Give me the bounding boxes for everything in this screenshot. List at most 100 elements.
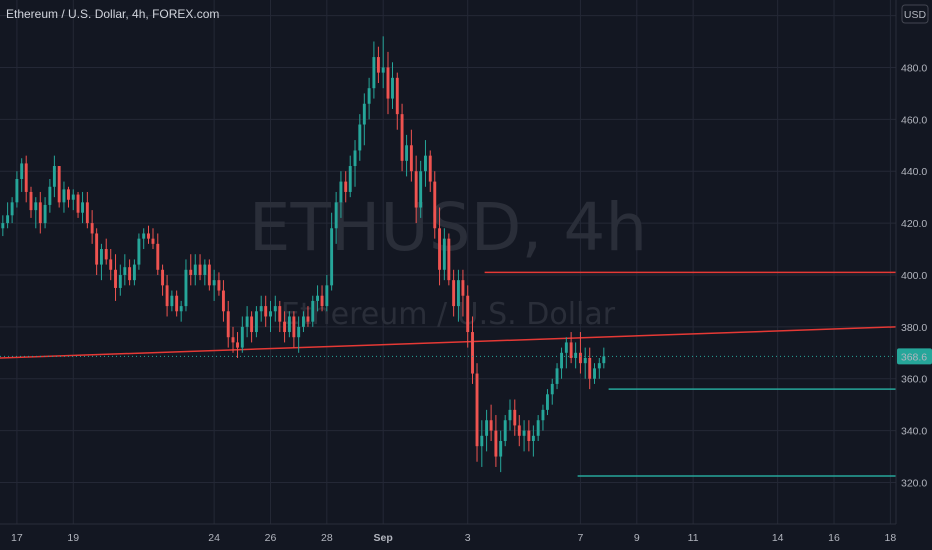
candle xyxy=(419,160,423,218)
candle-body xyxy=(334,202,338,229)
time-tick-label: 28 xyxy=(321,532,333,544)
candle-body xyxy=(273,306,277,312)
trendline[interactable] xyxy=(0,326,897,359)
time-tick-label: 16 xyxy=(828,532,840,544)
candle xyxy=(499,430,503,473)
candle xyxy=(376,46,380,84)
candle-body xyxy=(203,264,207,275)
candle-body xyxy=(517,425,521,436)
candle xyxy=(391,62,394,109)
candle-body xyxy=(424,155,427,172)
candle xyxy=(381,36,385,89)
candle xyxy=(128,259,132,286)
price-tick-label: 400.0 xyxy=(901,270,927,282)
candle-body xyxy=(362,103,366,125)
last-price-tag: 368.6 xyxy=(897,348,932,365)
candle xyxy=(269,300,272,333)
candle-body xyxy=(29,191,33,211)
candle-body xyxy=(292,316,296,338)
candle xyxy=(62,181,66,213)
candle xyxy=(471,316,474,384)
candle-body xyxy=(348,166,352,192)
candle-body xyxy=(475,373,479,447)
candle xyxy=(151,228,155,250)
candle xyxy=(428,150,432,192)
candle xyxy=(424,140,427,187)
candle xyxy=(386,51,390,115)
candle xyxy=(273,295,277,322)
candle-body xyxy=(339,181,343,203)
last-price-label: 368.6 xyxy=(901,351,927,363)
candle-body xyxy=(442,238,446,270)
candle-body xyxy=(198,264,202,275)
candle-body xyxy=(569,342,573,358)
trendlines[interactable] xyxy=(0,271,897,477)
candle-body xyxy=(6,215,10,224)
candle xyxy=(433,171,437,239)
candle xyxy=(297,316,301,353)
currency-label: USD xyxy=(904,9,927,21)
candle-body xyxy=(34,202,38,211)
price-axis-bg[interactable] xyxy=(896,0,932,550)
candle xyxy=(142,228,146,250)
candle-body xyxy=(555,368,559,384)
price-tick-label: 460.0 xyxy=(901,114,927,126)
candle xyxy=(236,332,239,358)
candle xyxy=(43,197,47,229)
candle xyxy=(569,332,573,364)
candle-body xyxy=(221,290,225,312)
candle xyxy=(546,389,549,416)
candle xyxy=(170,290,174,312)
candle-body xyxy=(212,280,216,286)
watermark: ETHUSD, 4h Ethereum / U.S. Dollar xyxy=(249,189,647,332)
candle xyxy=(1,215,5,237)
candle xyxy=(564,337,568,369)
time-tick-label: 17 xyxy=(11,532,23,544)
candle xyxy=(409,129,413,182)
price-tick-label: 420.0 xyxy=(901,218,927,230)
candle xyxy=(24,155,28,203)
candle-body xyxy=(240,326,244,348)
candle-body xyxy=(325,285,329,307)
currency-button-box[interactable] xyxy=(901,4,929,24)
time-tick-label: 7 xyxy=(578,532,584,544)
candle xyxy=(578,332,582,374)
candle xyxy=(456,269,460,322)
candle-body xyxy=(550,383,554,395)
candle xyxy=(503,415,507,447)
candle-body xyxy=(123,267,127,275)
currency-button[interactable]: USD xyxy=(901,4,929,24)
candle xyxy=(20,158,24,192)
candle-body xyxy=(602,356,606,364)
candle xyxy=(372,41,376,99)
grid-lines xyxy=(0,0,896,524)
candle xyxy=(555,363,559,390)
time-tick-label: 18 xyxy=(885,532,897,544)
candle-body xyxy=(184,269,188,307)
candle xyxy=(81,191,85,224)
candle-body xyxy=(287,316,291,333)
candle-body xyxy=(217,280,221,291)
candle-body xyxy=(85,202,89,224)
candle-body xyxy=(24,163,28,192)
time-axis-bg[interactable] xyxy=(0,524,932,550)
candle-body xyxy=(583,357,587,364)
candle-body xyxy=(522,430,526,436)
candle-body xyxy=(466,295,470,333)
candle xyxy=(226,300,230,348)
candle xyxy=(513,399,517,436)
chart-title: Ethereum / U.S. Dollar, 4h, FOREX.com xyxy=(6,7,219,21)
candle-body xyxy=(471,332,474,374)
candle-body xyxy=(400,114,404,161)
time-axis[interactable]: 17 19 24 26 28 Sep 3 7 9 11 14 16 18 xyxy=(11,532,896,544)
candle xyxy=(344,171,348,203)
candle-body xyxy=(156,243,160,270)
candle xyxy=(231,326,235,353)
candle-body xyxy=(161,269,165,286)
candle-body xyxy=(499,440,503,457)
price-axis[interactable]: 320.0 340.0 360.0 380.0 400.0 420.0 440.0 460.0… xyxy=(901,11,927,490)
candle xyxy=(461,269,465,317)
candle xyxy=(574,342,578,369)
time-tick-label: 24 xyxy=(208,532,220,544)
